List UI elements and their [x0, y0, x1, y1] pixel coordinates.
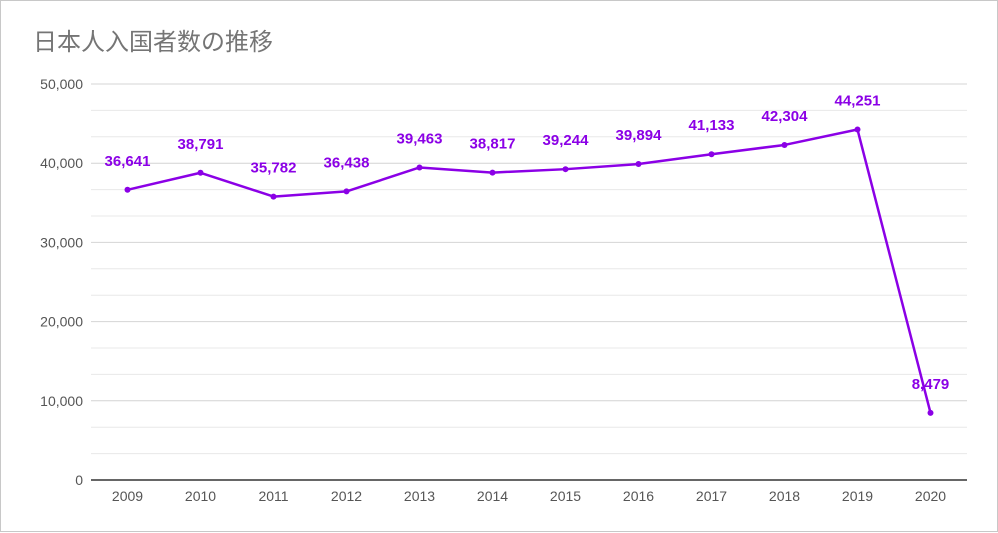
y-tick-label: 30,000	[40, 234, 83, 250]
data-point[interactable]	[343, 188, 350, 195]
x-tick-label: 2014	[477, 488, 508, 504]
data-label: 38,817	[470, 136, 516, 153]
data-point[interactable]	[197, 169, 204, 176]
series-line	[126, 128, 932, 415]
data-point[interactable]	[270, 193, 277, 200]
data-point[interactable]	[562, 166, 569, 173]
data-label: 38,791	[178, 136, 224, 153]
y-tick-label: 50,000	[40, 76, 83, 92]
y-tick-label: 20,000	[40, 314, 83, 330]
chart-title: 日本人入国者数の推移	[33, 28, 273, 56]
data-label: 36,641	[105, 153, 151, 170]
data-label: 35,782	[251, 160, 297, 177]
data-point[interactable]	[635, 161, 642, 168]
y-tick-label: 10,000	[40, 393, 83, 409]
x-tick-label: 2018	[769, 488, 800, 504]
data-point[interactable]	[927, 409, 934, 416]
data-point[interactable]	[416, 164, 423, 171]
axes: 0 10,000 20,000 30,000 40,000 50,000 2009 2010 2…	[40, 76, 967, 504]
x-tick-label: 2017	[696, 488, 727, 504]
x-tick-label: 2020	[915, 488, 946, 504]
series-layer	[124, 126, 934, 416]
x-tick-label: 2011	[258, 488, 288, 504]
data-label: 36,438	[324, 154, 370, 171]
data-label: 44,251	[835, 93, 881, 110]
data-point[interactable]	[781, 141, 788, 148]
data-label: 42,304	[762, 108, 809, 125]
y-tick-label: 0	[75, 472, 83, 488]
x-tick-label: 2012	[331, 488, 362, 504]
x-tick-label: 2016	[623, 488, 654, 504]
data-point[interactable]	[708, 151, 715, 158]
data-label: 39,244	[543, 132, 590, 149]
x-tick-label: 2019	[842, 488, 873, 504]
data-label: 39,463	[397, 130, 443, 147]
y-tick-label: 40,000	[40, 155, 83, 171]
data-label: 39,894	[616, 127, 663, 144]
x-tick-label: 2013	[404, 488, 435, 504]
data-label: 8,479	[912, 376, 950, 393]
data-labels: 36,641 38,791 35,782 36,438 39,463 38,817 39,2…	[105, 93, 950, 393]
x-tick-label: 2009	[112, 488, 143, 504]
data-point[interactable]	[854, 126, 861, 133]
x-tick-label: 2015	[550, 488, 581, 504]
data-point[interactable]	[489, 169, 496, 176]
data-label: 41,133	[689, 117, 735, 134]
x-tick-label: 2010	[185, 488, 216, 504]
data-point[interactable]	[124, 186, 131, 193]
gridlines	[91, 83, 967, 455]
